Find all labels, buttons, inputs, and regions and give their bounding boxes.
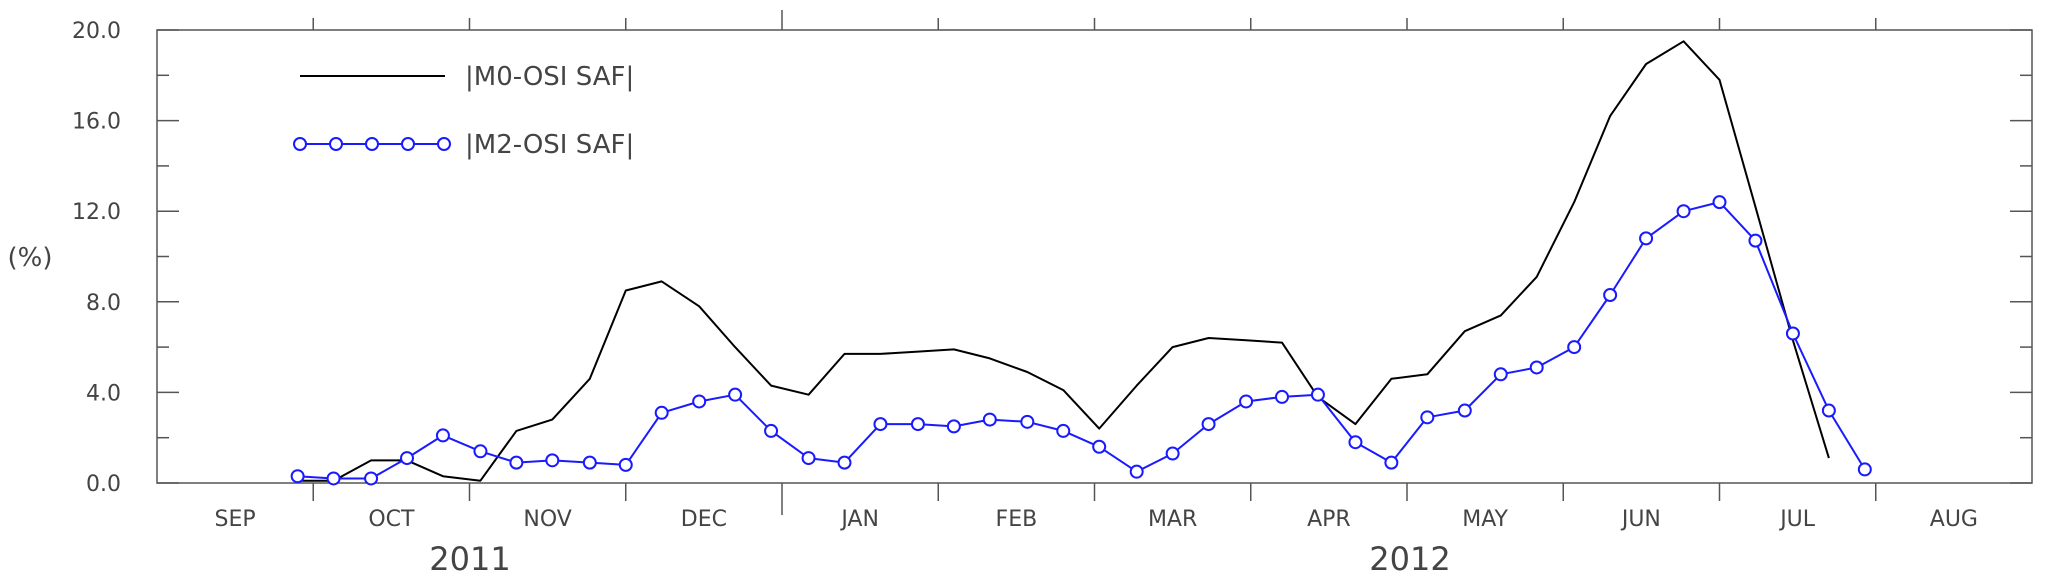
data-point-m2 xyxy=(1201,417,1216,432)
series-line-m2 xyxy=(297,201,1866,480)
x-month-label: OCT xyxy=(368,507,415,532)
data-point-m2 xyxy=(801,451,816,466)
data-point-m2 xyxy=(1056,423,1071,438)
y-axis: 0.0 4.0 8.0 12.0 16.0 20.0 xyxy=(72,19,2032,497)
data-point-m2 xyxy=(654,405,669,420)
plot-border xyxy=(156,29,2033,484)
x-month-label: MAR xyxy=(1148,507,1197,532)
data-point-m2 xyxy=(1639,231,1654,246)
data-point-m2 xyxy=(1567,340,1582,355)
year-label-2012: 2012 xyxy=(1369,540,1450,578)
data-point-m2 xyxy=(1020,414,1035,429)
legend-label-m2: |M2-OSI SAF| xyxy=(465,130,634,160)
data-point-m2 xyxy=(1748,233,1763,248)
data-point-m2 xyxy=(910,417,925,432)
data-point-m2 xyxy=(692,394,707,409)
data-point-m2 xyxy=(1712,195,1727,210)
data-point-m2 xyxy=(364,471,379,486)
data-point-m2 xyxy=(764,423,779,438)
data-point-m2 xyxy=(946,419,961,434)
x-month-label: AUG xyxy=(1930,507,1978,532)
x-month-label: APR xyxy=(1307,507,1351,532)
x-axis: SEP OCT NOV DEC JAN FEB MAR APR MAY JUN JUL AUG xyxy=(215,10,1978,532)
data-point-m2 xyxy=(982,412,997,427)
data-point-m2 xyxy=(1348,435,1363,450)
data-point-m2 xyxy=(1129,464,1144,479)
x-month-label: JAN xyxy=(839,507,879,532)
y-tick-label: 4.0 xyxy=(86,381,121,406)
year-label-2011: 2011 xyxy=(429,540,510,578)
y-tick-label: 12.0 xyxy=(72,200,121,225)
data-point-m2 xyxy=(509,455,524,470)
data-point-m2 xyxy=(1420,410,1435,425)
data-point-m2 xyxy=(1785,326,1800,341)
legend: |M0-OSI SAF| |M2-OSI SAF| xyxy=(293,62,634,160)
data-point-m2 xyxy=(290,469,305,484)
data-point-m2 xyxy=(1310,387,1325,402)
legend-marker-m2 xyxy=(437,137,451,151)
data-point-m2 xyxy=(1165,446,1180,461)
y-tick-label: 8.0 xyxy=(86,291,121,316)
x-month-label: SEP xyxy=(215,507,256,532)
x-month-label: NOV xyxy=(523,507,571,532)
legend-marker-m2 xyxy=(293,137,307,151)
y-tick-label: 0.0 xyxy=(86,472,121,497)
data-point-m2 xyxy=(1092,439,1107,454)
x-month-label: JUL xyxy=(1778,507,1816,532)
series-layer xyxy=(290,40,1872,486)
data-point-m2 xyxy=(618,457,633,472)
data-point-m2 xyxy=(435,428,450,443)
x-month-label: FEB xyxy=(996,507,1038,532)
data-point-m2 xyxy=(400,451,414,466)
data-point-m2 xyxy=(1529,360,1544,375)
y-tick-label: 16.0 xyxy=(72,110,121,135)
data-point-m2 xyxy=(582,455,597,470)
legend-marker-m2 xyxy=(329,137,343,151)
data-point-m2 xyxy=(1821,403,1836,418)
data-point-m2 xyxy=(728,387,743,402)
plot-frame xyxy=(156,29,2033,484)
y-axis-label: (%) xyxy=(8,243,53,273)
data-point-m2 xyxy=(873,417,888,432)
legend-label-m0: |M0-OSI SAF| xyxy=(465,62,634,92)
x-month-label: MAY xyxy=(1462,507,1508,532)
data-point-m2 xyxy=(1457,403,1472,418)
x-month-label: JUN xyxy=(1620,507,1661,532)
data-point-m2 xyxy=(545,453,560,468)
legend-marker-m2 xyxy=(365,137,379,151)
data-point-m2 xyxy=(1239,394,1254,409)
legend-marker-m2 xyxy=(401,137,415,151)
data-point-m2 xyxy=(837,455,852,470)
data-point-m2 xyxy=(1384,455,1399,470)
data-point-m2 xyxy=(1493,367,1508,382)
x-month-label: DEC xyxy=(681,507,727,532)
data-point-m2 xyxy=(1857,462,1872,477)
data-point-m2 xyxy=(1603,288,1618,303)
data-point-m2 xyxy=(473,444,488,459)
series-line-m0 xyxy=(297,40,1830,482)
data-point-m2 xyxy=(1275,389,1289,404)
data-point-m2 xyxy=(326,471,341,486)
y-tick-label: 20.0 xyxy=(72,19,121,44)
data-point-m2 xyxy=(1676,204,1691,219)
